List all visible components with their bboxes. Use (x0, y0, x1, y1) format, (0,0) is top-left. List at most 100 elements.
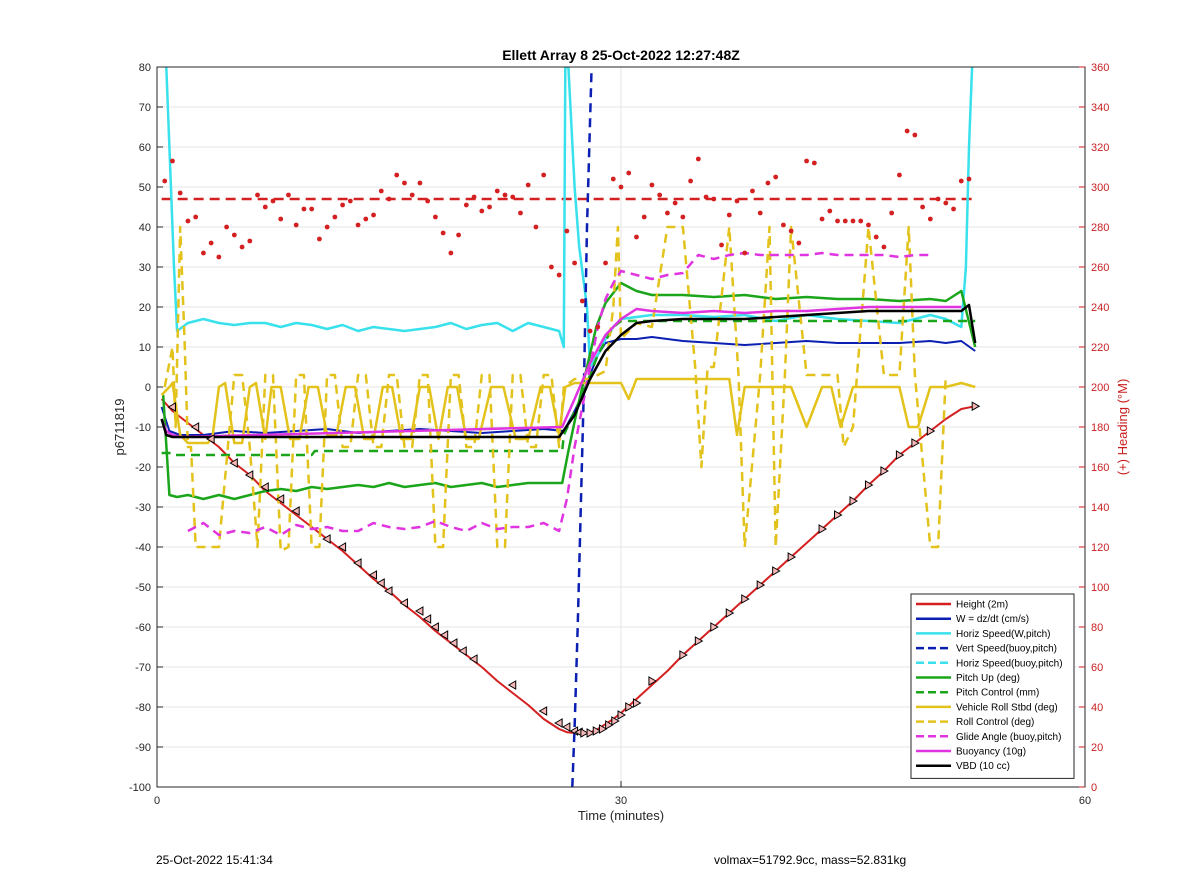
heading-point (781, 222, 786, 228)
heading-point (347, 198, 353, 204)
height-marker (260, 482, 269, 492)
heading-point (912, 132, 918, 138)
heading-point (193, 214, 199, 220)
heading-point (433, 214, 438, 220)
height-marker (244, 470, 254, 480)
x-tick-label: 30 (615, 795, 627, 807)
heading-point (479, 208, 485, 214)
height-marker (538, 706, 548, 716)
heading-point (363, 216, 369, 222)
heading-point (858, 218, 864, 224)
height-marker (632, 698, 642, 708)
height-marker (586, 728, 596, 738)
y-tick-label: 0 (145, 382, 151, 394)
height-marker (880, 466, 889, 476)
height-marker (368, 570, 378, 580)
height-marker (605, 720, 614, 730)
heading-point (634, 234, 639, 240)
series-line (161, 319, 976, 457)
heading-point (726, 212, 732, 218)
heading-point (208, 240, 214, 246)
series-line (571, 67, 593, 787)
height-marker (617, 710, 627, 720)
height-marker (430, 622, 439, 632)
legend-label: Vehicle Roll Stbd (deg) (956, 702, 1058, 713)
y-tick-label: -30 (135, 502, 151, 514)
heading-point (603, 260, 608, 266)
y2-tick-label: 160 (1091, 462, 1109, 474)
heading-point (804, 158, 809, 164)
heading-point (533, 224, 539, 230)
y-tick-label: 60 (139, 142, 151, 154)
heading-point (881, 244, 887, 250)
heading-point (889, 210, 895, 216)
height-marker (322, 534, 331, 544)
heading-point (935, 196, 941, 202)
y2-tick-label: 60 (1091, 662, 1103, 674)
height-marker (229, 458, 238, 468)
height-marker (275, 494, 285, 504)
heading-point (355, 222, 361, 228)
heading-point (201, 250, 206, 256)
height-marker (864, 480, 874, 490)
heading-point (402, 180, 407, 186)
heading-point (641, 214, 647, 220)
height-marker (554, 718, 563, 728)
y-tick-label: 80 (139, 62, 151, 74)
height-marker (911, 438, 920, 448)
heading-point (386, 196, 392, 202)
y-tick-label: -80 (135, 702, 151, 714)
heading-point (239, 244, 245, 250)
heading-point (657, 192, 663, 198)
y2-tick-label: 360 (1091, 62, 1109, 74)
legend-label: Height (2m) (956, 600, 1008, 611)
legend-label: Roll Control (deg) (956, 717, 1034, 728)
series-line (160, 377, 976, 445)
x-tick-label: 0 (154, 795, 160, 807)
y-tick-label: -60 (135, 622, 151, 634)
heading-point (417, 180, 423, 186)
height-marker (679, 650, 688, 660)
heading-point (502, 192, 508, 198)
y2-tick-label: 80 (1091, 622, 1103, 634)
height-marker (399, 598, 408, 608)
heading-point (897, 172, 902, 178)
heading-point (378, 188, 384, 194)
y2-axis-label: (+) Heading (°M) (1115, 379, 1130, 476)
series-line (160, 305, 962, 439)
series-line (187, 251, 931, 537)
y2-tick-label: 280 (1091, 222, 1109, 234)
heading-point (842, 218, 848, 224)
footer-timestamp: 25-Oct-2022 15:41:34 (156, 853, 273, 867)
heading-point (811, 160, 817, 166)
y-tick-label: -100 (129, 782, 151, 794)
heading-point (688, 178, 693, 184)
height-marker (834, 510, 843, 520)
y2-tick-label: 200 (1091, 382, 1109, 394)
heading-point (796, 240, 802, 246)
heading-point (185, 218, 191, 224)
heading-point (309, 206, 315, 212)
height-marker (580, 728, 589, 738)
legend-label: Pitch Up (deg) (956, 673, 1020, 684)
series-line (163, 225, 948, 553)
height-marker (725, 608, 735, 618)
height-marker (414, 606, 424, 616)
y2-tick-label: 0 (1091, 782, 1097, 794)
heading-point (518, 210, 523, 216)
heading-point (162, 178, 168, 184)
heading-point (734, 198, 740, 204)
height-marker (756, 580, 766, 590)
heading-point (247, 238, 253, 244)
heading-point (541, 172, 547, 178)
y2-tick-label: 100 (1091, 582, 1109, 594)
height-marker (469, 654, 478, 664)
y2-tick-label: 320 (1091, 142, 1109, 154)
heading-point (409, 192, 415, 198)
heading-point (719, 242, 724, 248)
y-tick-label: -40 (135, 542, 151, 554)
legend-label: Horiz Speed(W,pitch) (956, 629, 1050, 640)
y-axis-label: p6711819 (112, 399, 127, 456)
heading-point (711, 196, 717, 202)
heading-point (556, 272, 562, 278)
